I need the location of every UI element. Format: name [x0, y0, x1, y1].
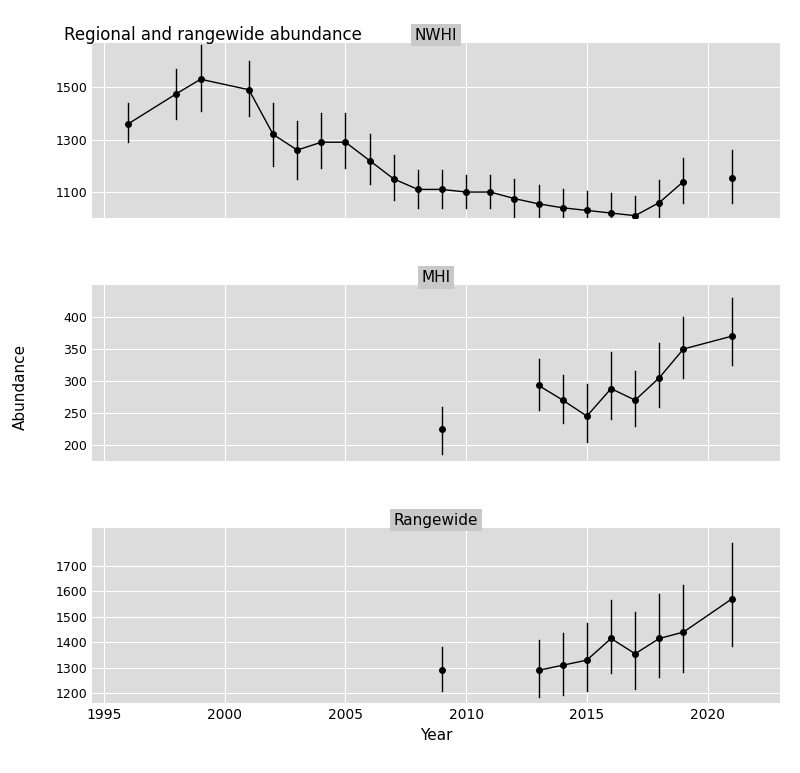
Title: NWHI: NWHI [414, 28, 458, 43]
X-axis label: Year: Year [420, 728, 452, 743]
Title: MHI: MHI [422, 270, 450, 285]
Text: Abundance: Abundance [13, 343, 27, 430]
Text: Regional and rangewide abundance: Regional and rangewide abundance [64, 26, 362, 43]
Title: Rangewide: Rangewide [394, 512, 478, 528]
